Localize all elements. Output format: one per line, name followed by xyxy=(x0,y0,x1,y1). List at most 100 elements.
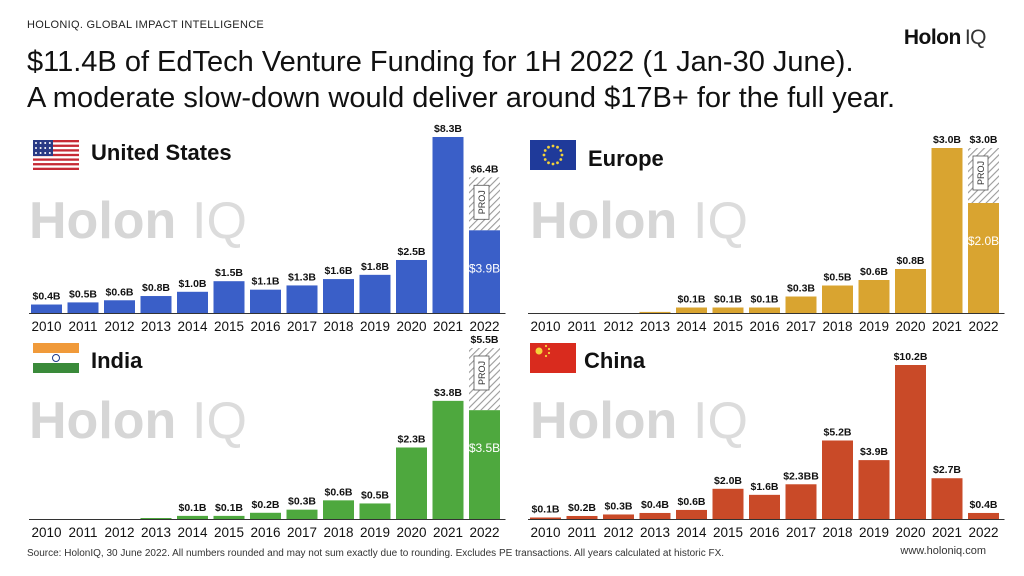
value-label-2017: $0.3B xyxy=(288,496,316,508)
bar-2014 xyxy=(177,291,208,313)
top-label: HOLONIQ. GLOBAL IMPACT INTELLIGENCE xyxy=(27,19,265,31)
bar-2017 xyxy=(785,484,817,519)
bar-2015 xyxy=(712,488,744,519)
value-label-2017: $2.3BB xyxy=(783,470,819,482)
value-label-2014: $1.0B xyxy=(178,278,206,290)
year-label-2011: 2011 xyxy=(68,319,97,334)
projection-label: $5.5B xyxy=(470,334,498,346)
bar-2014 xyxy=(676,307,707,313)
watermark-suffix: IQ xyxy=(693,192,748,250)
value-label-2019: $3.9B xyxy=(860,446,888,458)
year-label-2022: 2022 xyxy=(968,525,998,540)
europe-title: Europe xyxy=(588,146,664,171)
europe-chart-svg: Holon IQ 2010 2011 2012 2013 $0.1B 2014 $0.1B 201… xyxy=(528,134,1005,334)
year-label-2020: 2020 xyxy=(396,319,426,334)
year-label-2013: 2013 xyxy=(141,525,171,540)
india-chart-svg: Holon IQ 2010 2011 2012 2013 $0.1B 2014 $0.1B 201… xyxy=(29,334,506,540)
value-label-2012: $0.3B xyxy=(604,500,632,512)
value-label-2014: $0.1B xyxy=(178,502,206,514)
value-label-2022: $3.9B xyxy=(469,261,500,275)
eu-flag-icon xyxy=(530,140,576,170)
bar-2022 xyxy=(469,410,500,519)
bar-2017 xyxy=(286,509,318,519)
year-label-2022: 2022 xyxy=(469,525,499,540)
projection-label: $6.4B xyxy=(470,163,498,175)
projection-tag: PROJ xyxy=(477,190,487,214)
year-label-2017: 2017 xyxy=(287,319,317,334)
us-chart-panel: United States Holon IQ $0.4B 2010 $0.5B 2011 $0… xyxy=(27,123,506,338)
year-label-2014: 2014 xyxy=(177,525,208,540)
value-label-2020: $0.8B xyxy=(896,255,924,267)
value-label-2017: $1.3B xyxy=(288,271,316,283)
year-label-2017: 2017 xyxy=(786,525,816,540)
year-label-2019: 2019 xyxy=(360,319,390,334)
bar-2011 xyxy=(566,515,598,519)
value-label-2018: $0.6B xyxy=(324,486,352,498)
bar-2022 xyxy=(469,230,500,313)
bar-2022 xyxy=(968,512,999,519)
bar-2019 xyxy=(359,503,391,519)
value-label-2015: $1.5B xyxy=(215,267,243,279)
bar-2012 xyxy=(603,514,634,519)
value-label-2021: $2.7B xyxy=(933,464,961,476)
year-label-2016: 2016 xyxy=(749,319,779,334)
bar-2021 xyxy=(931,478,963,519)
logo-suffix: IQ xyxy=(964,26,987,49)
bar-2013 xyxy=(639,512,671,519)
footer-url: www.holoniq.com xyxy=(900,545,986,557)
projection-tag: PROJ xyxy=(976,161,986,185)
year-label-2010: 2010 xyxy=(31,319,61,334)
year-label-2012: 2012 xyxy=(104,319,134,334)
value-label-2018: $0.5B xyxy=(823,272,851,284)
bar-2015 xyxy=(213,281,245,313)
year-label-2018: 2018 xyxy=(323,525,353,540)
watermark-suffix: IQ xyxy=(693,392,748,450)
bar-2019 xyxy=(858,280,890,313)
bar-2018 xyxy=(822,285,853,313)
year-label-2016: 2016 xyxy=(250,525,280,540)
bar-2014 xyxy=(676,509,707,519)
value-label-2022: $0.4B xyxy=(969,499,997,511)
year-label-2021: 2021 xyxy=(932,525,962,540)
year-label-2018: 2018 xyxy=(323,319,353,334)
bar-2019 xyxy=(858,460,890,519)
bar-2015 xyxy=(213,515,245,519)
bar-2020 xyxy=(396,259,427,313)
europe-chart-panel: Europe Holon IQ 2010 2011 2012 2013 $0.1B 2014 $0… xyxy=(526,132,1005,338)
watermark-logo: Holon xyxy=(530,192,677,250)
year-label-2015: 2015 xyxy=(713,525,743,540)
china-title: China xyxy=(584,348,646,373)
bar-2014 xyxy=(177,515,208,519)
india-title: India xyxy=(91,348,143,373)
year-label-2011: 2011 xyxy=(567,525,596,540)
value-label-2021: $8.3B xyxy=(434,123,462,135)
value-label-2016: $0.2B xyxy=(251,499,279,511)
bar-2012 xyxy=(104,300,135,313)
value-label-2011: $0.2B xyxy=(568,502,596,514)
bar-2020 xyxy=(895,269,926,313)
in-flag-icon xyxy=(33,343,79,373)
year-label-2010: 2010 xyxy=(530,319,560,334)
year-label-2022: 2022 xyxy=(968,319,998,334)
year-label-2021: 2021 xyxy=(433,525,463,540)
year-label-2017: 2017 xyxy=(287,525,317,540)
bar-2018 xyxy=(323,279,354,313)
value-label-2013: $0.4B xyxy=(641,499,669,511)
value-label-2018: $1.6B xyxy=(324,265,352,277)
us-chart-svg: Holon IQ $0.4B 2010 $0.5B 2011 $0.6B 2012 $0.8B 2… xyxy=(29,123,506,334)
year-label-2012: 2012 xyxy=(603,319,633,334)
headline-line-1: $11.4B of EdTech Venture Funding for 1H … xyxy=(27,46,854,78)
china-chart-panel: China Holon IQ $0.1B 2010 $0.2B 2011 $0.3B 2012 $… xyxy=(526,340,1005,540)
year-label-2020: 2020 xyxy=(396,525,426,540)
us-title: United States xyxy=(91,140,232,165)
year-label-2014: 2014 xyxy=(676,525,707,540)
year-label-2019: 2019 xyxy=(859,525,889,540)
year-label-2015: 2015 xyxy=(214,525,244,540)
watermark-logo: Holon xyxy=(29,192,176,250)
value-label-2017: $0.3B xyxy=(787,283,815,295)
value-label-2013: $0.8B xyxy=(142,282,170,294)
bar-2020 xyxy=(396,447,427,519)
year-label-2012: 2012 xyxy=(603,525,633,540)
year-label-2013: 2013 xyxy=(640,319,670,334)
value-label-2022: $2.0B xyxy=(968,234,999,248)
